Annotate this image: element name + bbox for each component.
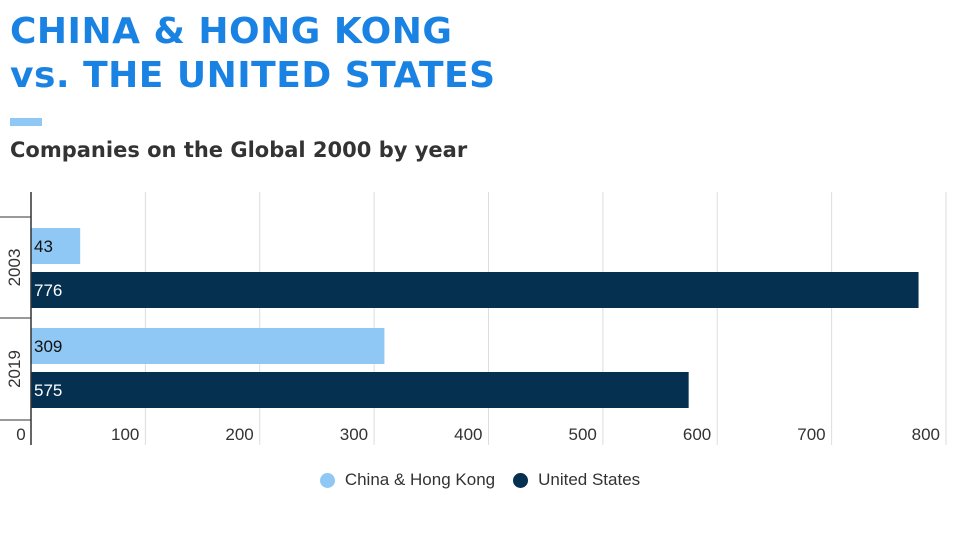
x-tick-label: 500 xyxy=(569,425,597,444)
x-tick-label: 300 xyxy=(340,425,368,444)
bar xyxy=(31,328,385,364)
bar xyxy=(31,272,919,308)
data-label: 776 xyxy=(34,281,62,300)
title-accent-bar xyxy=(10,118,42,126)
chart-title: CHINA & HONG KONG vs. THE UNITED STATES xyxy=(10,10,496,98)
x-tick-label: 400 xyxy=(454,425,482,444)
bar xyxy=(31,372,689,408)
data-label: 43 xyxy=(34,237,53,256)
data-label: 575 xyxy=(34,381,62,400)
data-label: 309 xyxy=(34,337,62,356)
legend-swatch-china xyxy=(319,472,335,488)
x-tick-label: 800 xyxy=(912,425,940,444)
chart-title-line-1: CHINA & HONG KONG xyxy=(10,11,453,52)
chart-title-line-2: vs. THE UNITED STATES xyxy=(10,55,496,96)
gridlines xyxy=(144,192,947,445)
legend-item-china[interactable]: China & Hong Kong xyxy=(319,470,496,490)
axes: 0 100 200 300 400 500 600 700 800 2003 2019 xyxy=(0,192,940,445)
chart-subtitle: Companies on the Global 2000 by year xyxy=(10,138,468,162)
x-tick-label: 200 xyxy=(225,425,253,444)
bars: 43 776 309 575 xyxy=(31,228,919,408)
legend-label-us: United States xyxy=(538,470,641,489)
y-category-label: 2019 xyxy=(5,350,24,388)
legend-label-china: China & Hong Kong xyxy=(344,470,496,489)
bar-chart: 43 776 309 575 0 100 200 300 400 500 600 700 800 200… xyxy=(0,192,947,445)
legend-item-us[interactable]: United States xyxy=(513,470,640,490)
x-tick-label: 0 xyxy=(16,425,25,444)
legend-swatch-us xyxy=(513,472,529,488)
bar xyxy=(31,228,81,264)
legend: China & Hong Kong United States xyxy=(0,470,960,490)
x-tick-label: 700 xyxy=(797,425,825,444)
x-tick-label: 600 xyxy=(683,425,711,444)
x-tick-label: 100 xyxy=(111,425,139,444)
y-category-label: 2003 xyxy=(5,249,24,287)
